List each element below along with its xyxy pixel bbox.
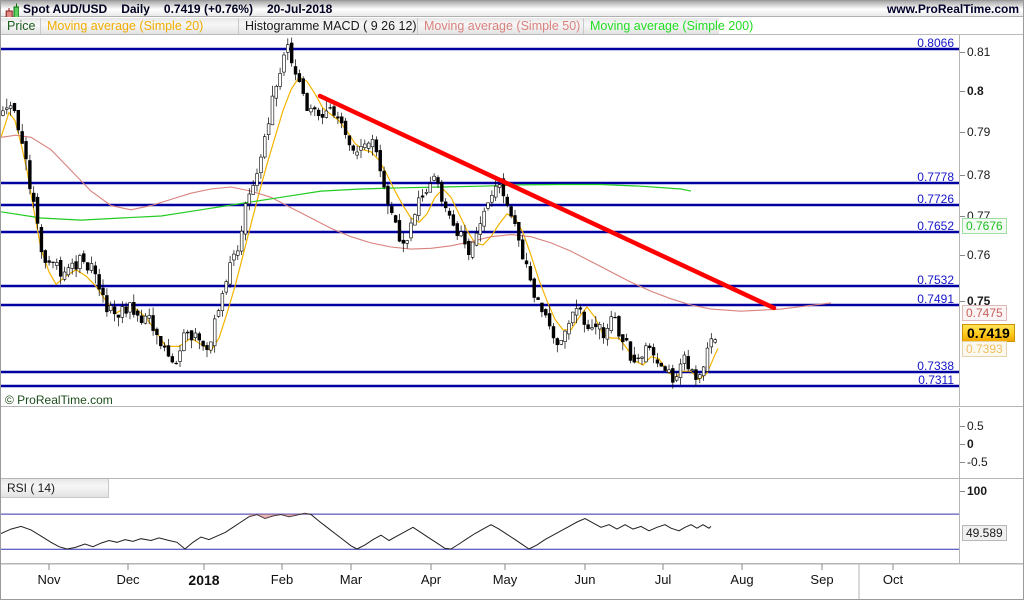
svg-text:Mar: Mar (340, 572, 363, 587)
svg-text:0.7311: 0.7311 (918, 373, 954, 387)
svg-text:Apr: Apr (421, 572, 442, 587)
svg-text:Aug: Aug (730, 572, 753, 587)
svg-text:0.7532: 0.7532 (917, 273, 954, 287)
svg-text:0.7652: 0.7652 (917, 219, 954, 233)
svg-text:2018: 2018 (188, 572, 219, 588)
svg-text:May: May (493, 572, 518, 587)
svg-text:Dec: Dec (116, 572, 140, 587)
svg-text:Jul: Jul (655, 572, 672, 587)
svg-text:Nov: Nov (37, 572, 61, 587)
svg-text:Jun: Jun (575, 572, 596, 587)
svg-text:0.7491: 0.7491 (917, 292, 954, 306)
svg-text:Sep: Sep (810, 572, 833, 587)
svg-text:0.7778: 0.7778 (917, 170, 954, 184)
svg-text:Oct: Oct (883, 572, 904, 587)
svg-text:0.7338: 0.7338 (917, 359, 954, 373)
svg-text:0.8066: 0.8066 (917, 36, 954, 50)
svg-text:Feb: Feb (271, 572, 293, 587)
svg-text:0.7726: 0.7726 (917, 192, 954, 206)
